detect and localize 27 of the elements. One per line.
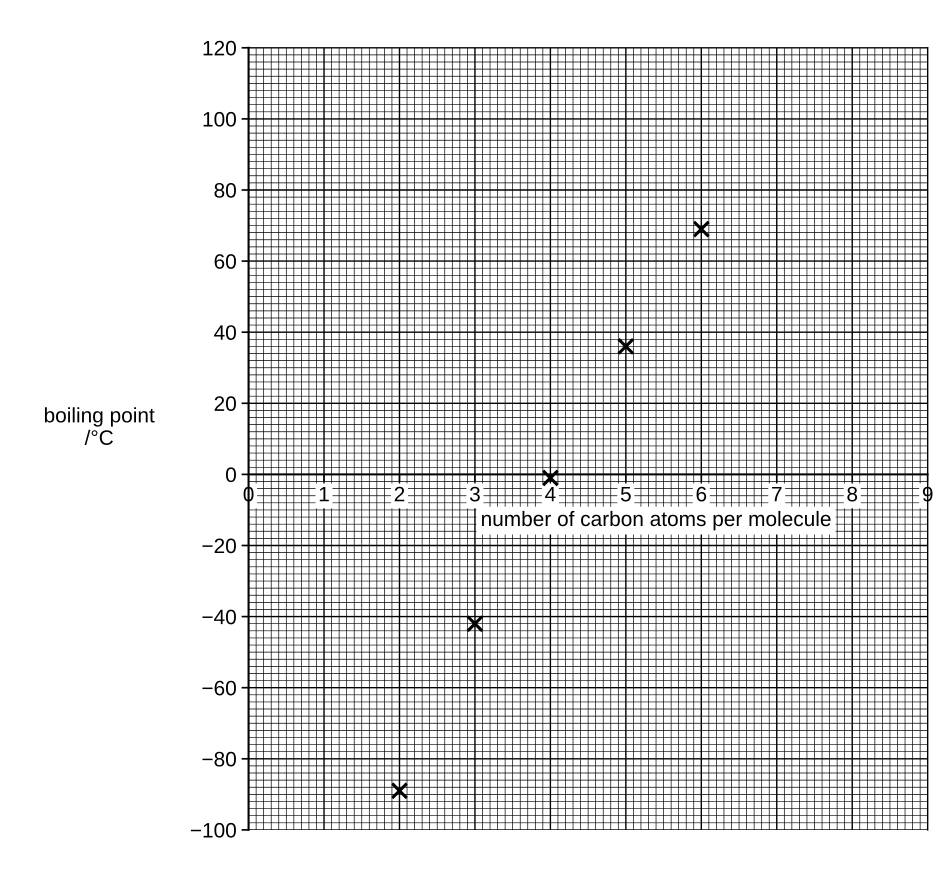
x-tick-label: 1 (320, 486, 329, 502)
y-tick-label: 40 (214, 325, 236, 340)
y-tick-label: −60 (202, 680, 236, 696)
y-tick-label: 60 (214, 254, 236, 269)
x-tick-label: 5 (620, 486, 631, 502)
point (390, 782, 408, 800)
y-tick-label: 0 (226, 467, 236, 482)
y-tick-label: −40 (202, 610, 236, 624)
x-axis-title: number of carbon atoms per molecule (482, 510, 831, 530)
y-tick-label: 120 (204, 40, 236, 56)
y-tick-label: −80 (202, 752, 236, 767)
x-tick-label: 6 (696, 486, 706, 502)
y-axis-title: boiling point /°C (44, 407, 155, 445)
x-tick-label: 4 (545, 486, 556, 502)
x-tick-label: 8 (847, 486, 858, 502)
y-tick-label: −100 (190, 822, 236, 838)
x-tick-label: 2 (394, 486, 404, 502)
y-tick-label: −20 (202, 538, 236, 554)
x-tick-label: 7 (772, 486, 782, 502)
point (617, 338, 635, 356)
y-tick-label: 100 (204, 112, 236, 127)
point (692, 220, 710, 238)
point (542, 469, 560, 487)
y-tick-label: 80 (214, 182, 236, 198)
point (466, 614, 484, 633)
x-tick-label: 3 (470, 486, 480, 502)
y-tick-label: 20 (214, 396, 236, 412)
